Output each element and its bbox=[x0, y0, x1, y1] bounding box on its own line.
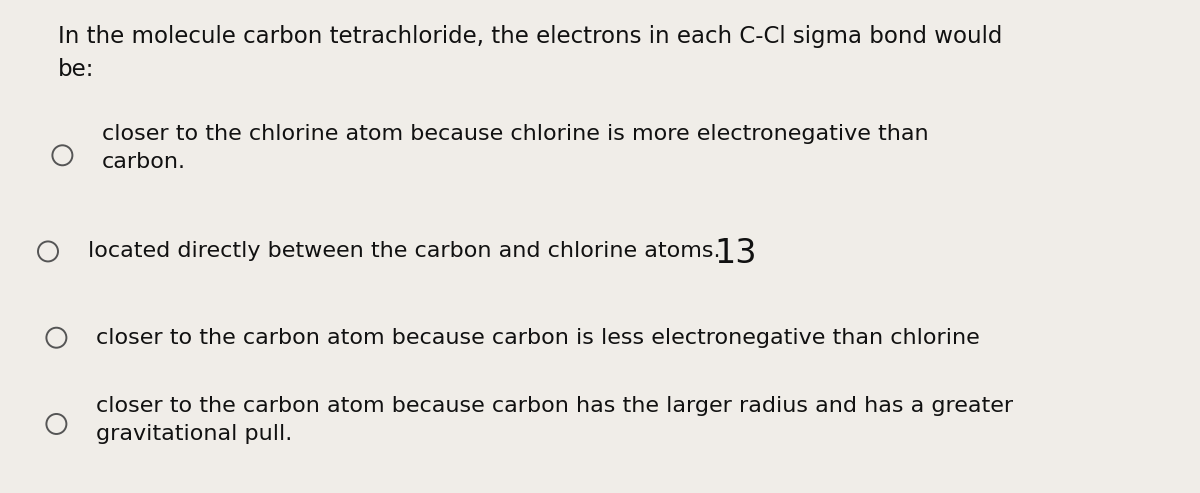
Text: closer to the carbon atom because carbon is less electronegative than chlorine: closer to the carbon atom because carbon… bbox=[96, 328, 979, 348]
Text: located directly between the carbon and chlorine atoms.: located directly between the carbon and … bbox=[88, 242, 720, 261]
Text: In the molecule carbon tetrachloride, the electrons in each C-Cl sigma bond woul: In the molecule carbon tetrachloride, th… bbox=[58, 25, 1002, 81]
Text: closer to the carbon atom because carbon has the larger radius and has a greater: closer to the carbon atom because carbon… bbox=[96, 396, 1013, 444]
Text: closer to the chlorine atom because chlorine is more electronegative than
carbon: closer to the chlorine atom because chlo… bbox=[102, 124, 929, 172]
Text: 13: 13 bbox=[714, 238, 756, 270]
